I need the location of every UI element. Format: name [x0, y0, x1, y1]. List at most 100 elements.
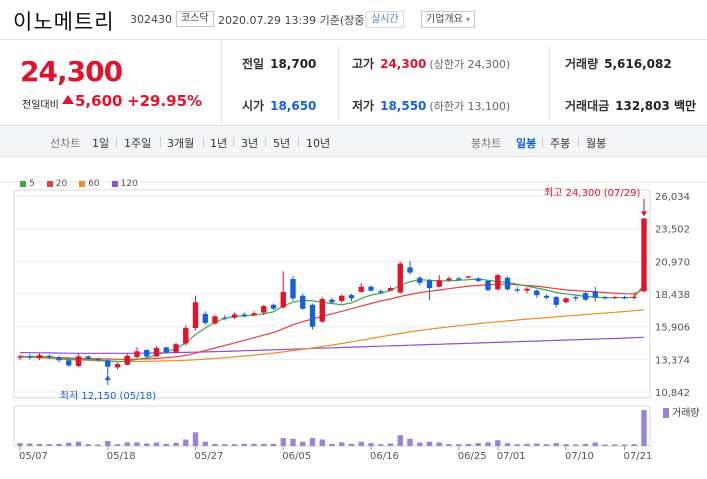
divider	[160, 137, 161, 147]
stock-header: 이노메트리 302430 코스닥 2020.07.29 13:39 기준(장중)…	[0, 0, 707, 40]
company-info-dropdown[interactable]: 기업개요 ▾	[421, 11, 476, 28]
volume-bar	[378, 444, 384, 446]
prev-close: 전일 18,700	[242, 55, 316, 72]
period-3m[interactable]: 3개월	[167, 137, 195, 150]
volume-bar	[27, 443, 33, 446]
x-tick-label: 05/27	[195, 451, 224, 462]
divider	[203, 137, 204, 147]
divider	[116, 137, 117, 147]
candle-body	[222, 317, 228, 319]
period-10y[interactable]: 10년	[306, 137, 331, 150]
chart-period-bar: 선차트 1일 1주일 3개월 1년 3년 5년 10년 봉차트 일봉 주봉 월봉	[0, 127, 707, 157]
volume-bar	[75, 441, 82, 446]
open-label: 시가	[242, 99, 265, 113]
volume-bar	[553, 443, 559, 446]
volume-bar	[641, 410, 647, 446]
candle-body	[261, 306, 267, 313]
price-summary: 24,300 전일대비 5,600 +29.95% 전일 18,700 고가 24,…	[0, 40, 707, 126]
period-1d[interactable]: 1일	[92, 137, 110, 150]
volume-bar	[358, 441, 364, 446]
candle-body	[339, 295, 345, 301]
volume-bar	[592, 442, 598, 446]
candle-body	[348, 295, 355, 299]
volume-bar	[631, 444, 637, 446]
volume-bar	[543, 444, 550, 446]
candle-body	[173, 344, 179, 353]
volume-bar	[407, 438, 413, 446]
realtime-button[interactable]: 실시간	[366, 11, 404, 28]
diff-rate: +29.95%	[127, 92, 203, 110]
upper-limit: (상한가 24,300)	[429, 58, 511, 71]
period-5y[interactable]: 5년	[273, 137, 291, 150]
legend-label: 20	[55, 179, 68, 189]
volume-bar	[95, 444, 101, 446]
candle-body	[144, 349, 150, 357]
volume-bar	[621, 444, 628, 446]
candle-body	[407, 267, 413, 273]
low-price: 저가 18,550 (하한가 13,100)	[352, 97, 510, 114]
candle-body	[612, 297, 618, 299]
candle-body	[46, 355, 52, 358]
volume-bar	[495, 440, 501, 446]
period-1w[interactable]: 1주일	[124, 137, 152, 150]
company-info-label: 기업개요	[426, 14, 463, 25]
volume-bar	[280, 438, 286, 446]
candle-body	[504, 277, 511, 290]
candle-body	[465, 276, 472, 278]
volume-bar	[612, 444, 618, 446]
prev-close-value: 18,700	[270, 57, 317, 71]
candle-weekly[interactable]: 주봉	[550, 137, 571, 150]
legend-swatch	[20, 181, 26, 187]
price-chart[interactable]: 5 20 60 120 26,034 23,502 20,970 18,438 15,9…	[0, 170, 707, 479]
volume-bar	[397, 435, 403, 446]
period-3y[interactable]: 3년	[241, 137, 259, 150]
low-value: 18,550	[380, 99, 427, 113]
high-value: 24,300	[380, 57, 427, 71]
y-tick-label: 13,374	[655, 355, 690, 366]
low-label: 저가	[352, 99, 375, 113]
x-tick-label: 07/10	[565, 451, 594, 462]
volume-bar	[465, 443, 472, 446]
candle-body	[192, 302, 199, 329]
candle-body	[163, 347, 169, 353]
candle-body	[124, 355, 130, 365]
volume-bar	[456, 444, 462, 446]
divider	[265, 137, 266, 147]
candlestick-chart: 26,034 23,502 20,970 18,438 15,906 13,374 10,8…	[0, 181, 707, 462]
ma20-line	[19, 283, 645, 360]
candle-body	[397, 263, 403, 293]
volume-bar	[514, 444, 520, 446]
volume-bar	[475, 443, 481, 446]
volume-bar	[105, 440, 111, 446]
candle-body	[36, 355, 43, 359]
x-tick-label: 07/21	[624, 451, 653, 462]
candle-chart-label: 봉차트	[471, 137, 502, 150]
volume-bar	[426, 441, 433, 446]
volume-bar	[348, 443, 355, 446]
volume-plot-frame	[13, 405, 651, 447]
amount-label: 거래대금	[565, 99, 610, 113]
candle-body	[66, 360, 72, 366]
up-arrow-icon	[62, 95, 74, 104]
volume-bar	[485, 442, 491, 446]
volume-bar	[573, 444, 579, 446]
divider	[578, 137, 579, 147]
candle-body	[329, 299, 335, 303]
y-tick-label: 26,034	[655, 192, 690, 203]
period-1y[interactable]: 1년	[210, 137, 228, 150]
market-badge: 코스닥	[176, 11, 214, 27]
legend-ma5: 5	[20, 179, 35, 189]
candle-body	[563, 298, 569, 303]
candle-body	[553, 297, 559, 305]
candle-body	[75, 356, 82, 367]
low-arrow-head	[104, 375, 111, 381]
candle-body	[280, 291, 286, 308]
volume: 거래량 5,616,082	[565, 55, 672, 72]
amount-value: 132,803 백만	[615, 99, 697, 113]
open-value: 18,650	[270, 99, 317, 113]
volume-bar	[212, 443, 218, 446]
candle-daily[interactable]: 일봉	[516, 137, 537, 150]
candle-monthly[interactable]: 월봉	[586, 137, 607, 150]
candle-body	[621, 297, 628, 299]
chevron-down-icon: ▾	[466, 15, 471, 24]
